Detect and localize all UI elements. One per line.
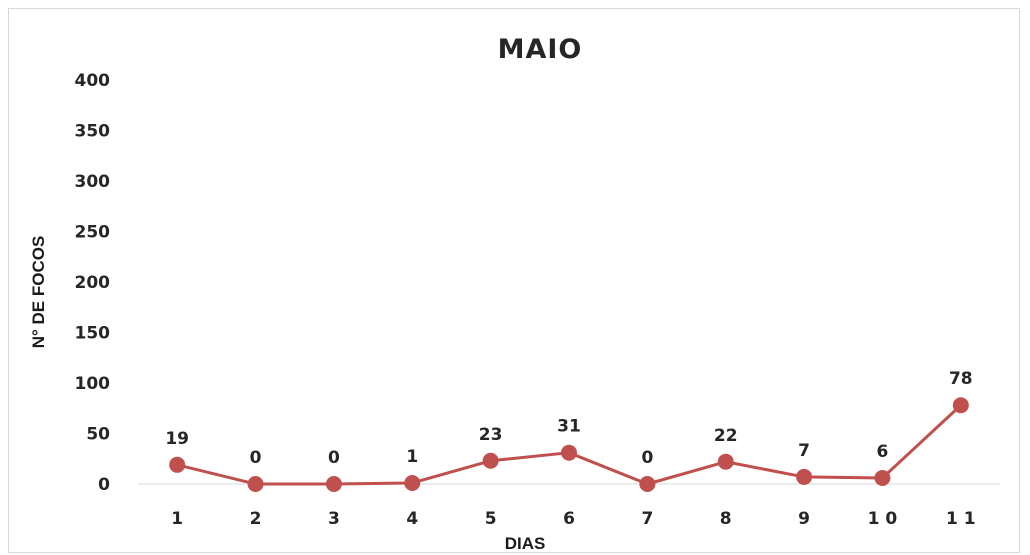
data-point: [796, 468, 813, 485]
y-tick-label: 0: [98, 475, 110, 495]
data-point: [404, 474, 421, 491]
y-tick-label: 350: [75, 122, 111, 142]
data-label: 1: [406, 447, 418, 467]
x-tick-label: 6: [563, 509, 575, 529]
x-tick-label: 5: [485, 509, 497, 529]
y-axis-label: N° DE FOCOS: [29, 236, 48, 349]
x-tick-label: 4: [406, 509, 418, 529]
data-label: 6: [877, 442, 889, 462]
y-tick-label: 150: [75, 324, 111, 344]
data-label: 23: [479, 425, 503, 445]
data-point: [561, 444, 577, 461]
x-tick-label: 9: [798, 509, 810, 529]
x-tick-label: 1: [171, 509, 183, 529]
x-tick-label: 1 0: [868, 509, 898, 529]
data-point: [952, 397, 969, 414]
data-label: 0: [641, 448, 653, 468]
data-point: [717, 453, 734, 470]
y-tick-label: 300: [75, 172, 111, 192]
y-tick-label: 50: [86, 425, 110, 445]
data-label: 78: [949, 369, 973, 389]
chart-title: MAIO: [498, 34, 583, 65]
y-tick-label: 100: [75, 374, 111, 394]
x-tick-label: 3: [328, 509, 340, 529]
data-point: [639, 476, 656, 492]
x-tick-label: 2: [250, 509, 262, 529]
data-label: 0: [328, 448, 340, 468]
data-label: 31: [557, 417, 581, 437]
data-point: [325, 476, 342, 492]
data-label: 19: [165, 429, 189, 449]
x-tick-label: 8: [720, 509, 732, 529]
data-point: [247, 476, 264, 492]
x-axis-label: DIAS: [505, 534, 546, 553]
y-tick-label: 250: [75, 223, 111, 243]
data-label: 22: [714, 426, 738, 446]
data-point: [874, 469, 891, 486]
y-tick-label: 200: [75, 273, 111, 293]
x-tick-label: 7: [641, 509, 653, 529]
data-label: 7: [798, 441, 810, 461]
y-tick-label: 400: [75, 71, 111, 91]
data-point: [169, 456, 186, 473]
x-tick-label: 1 1: [946, 509, 976, 529]
data-label: 0: [250, 448, 262, 468]
data-point: [482, 452, 499, 469]
